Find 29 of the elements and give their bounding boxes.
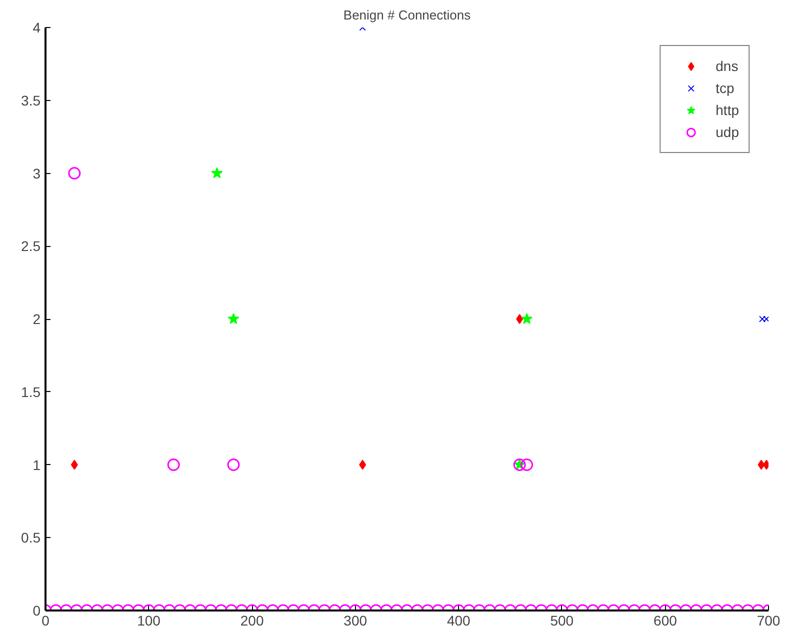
x-tick-label: 200 [240, 612, 264, 628]
point [211, 167, 223, 178]
x-tick-label: 700 [756, 612, 780, 628]
point [70, 460, 78, 470]
point [228, 313, 240, 324]
x-tick-label: 300 [344, 612, 368, 628]
y-tick-label: 3 [32, 165, 41, 182]
point [758, 316, 766, 322]
x-tick-label: 400 [446, 612, 471, 628]
y-tick-label: 1.5 [21, 384, 41, 400]
x-tick-label: 600 [654, 612, 678, 628]
y-tick-label: 2 [32, 311, 41, 327]
legend-label: http [716, 102, 739, 118]
y-tick-label: 4 [32, 20, 41, 36]
y-tick-label: 3.5 [21, 92, 41, 108]
legend-label: tcp [716, 80, 736, 96]
legend-label: dns [716, 58, 738, 74]
point [359, 460, 366, 470]
y-tick-label: 0.5 [21, 530, 41, 546]
y-tick-label: 0 [32, 602, 41, 618]
x-tick-label: 100 [137, 612, 161, 628]
x-tick-label: 500 [550, 612, 574, 628]
y-tick-label: 2.5 [21, 238, 41, 254]
point [516, 314, 524, 324]
legend-label: udp [716, 124, 739, 140]
y-tick-label: 1 [32, 456, 41, 473]
point [758, 460, 765, 470]
point [521, 313, 533, 324]
chart-title: Benign # Connections [343, 8, 472, 22]
